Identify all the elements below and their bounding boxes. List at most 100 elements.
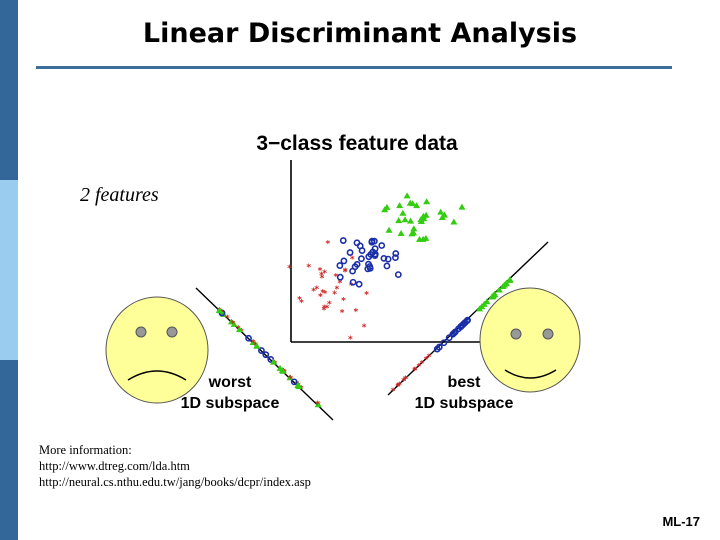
scatter-point-blue [394,271,402,279]
worst-projection-point-red: * [299,385,304,395]
sad-face [105,296,209,404]
scatter-point-blue [357,255,365,263]
scatter-point-red: * [314,285,319,295]
scatter-point-green [450,218,458,225]
worst-projection-point-green [216,307,224,314]
scatter-point-green [403,192,411,199]
scatter-point-red: * [322,306,327,316]
scatter-point-blue [349,267,356,275]
more-info-link[interactable]: http://neural.cs.nthu.edu.tw/jang/books/… [39,475,311,489]
best-projection-point-red: * [391,387,396,397]
scatter-point-blue [369,248,377,256]
worst-label-line2: 1D subspace [181,395,280,412]
scatter-point-red: * [322,304,327,314]
sidebar-segment-light [0,180,18,360]
sad-face-head [105,296,209,404]
worst-projection-point-green [276,364,284,371]
worst-projection-point-green [314,401,322,408]
scatter-point-green [458,203,466,210]
sidebar-strip [0,0,18,540]
scatter-point-green [437,208,445,215]
scatter-point-blue [353,260,361,268]
scatter-point-green [401,216,409,223]
sad-face-eye [166,326,178,338]
features-label: 2 features [80,184,159,206]
scatter-point-red: * [322,269,327,279]
scatter-point-red: * [323,290,328,300]
best-projection-point-red: * [416,363,421,373]
scatter-point-red: * [364,291,369,301]
scatter-point-red: * [318,292,323,302]
scatter-point-blue [380,254,388,262]
happy-face-head [479,287,581,393]
worst-projection-point-green [253,342,261,349]
sidebar-segment-dark [0,0,18,180]
scatter-point-red: * [327,300,332,310]
best-projection-point-green [499,282,507,289]
scatter-point-blue [336,262,344,269]
scatter-point-blue [358,247,366,254]
scatter-point-green [396,202,404,209]
scatter-point-red: * [326,239,331,249]
scatter-point-blue [392,254,399,261]
happy-face-mouth [504,369,557,379]
scatter-point-blue [378,242,386,249]
scatter-point-red: * [340,309,345,319]
worst-projection-point-blue [290,378,298,386]
happy-face-eye [510,328,522,340]
more-information: More information: http://www.dtreg.com/l… [39,442,311,490]
worst-projection-point-red: * [288,375,293,385]
best-projection-point-blue [457,322,465,330]
best-projection-point-red: * [412,367,417,377]
worst-projection-point-green [235,326,243,333]
best-label-line1: best [448,374,482,391]
scatter-point-red: * [334,285,339,295]
worst-projection-point-red: * [219,309,224,319]
scatter-point-red: * [325,304,330,314]
scatter-point-blue [383,262,391,270]
best-projection-point-red: * [401,377,406,387]
scatter-point-blue [355,280,363,288]
worst-projection-point-red: * [239,327,244,337]
happy-face-eye [542,328,554,340]
happy-face [479,287,581,393]
slide-number: ML-17 [662,514,700,529]
scatter-point-red: * [311,287,316,297]
scatter-point-red: * [297,295,302,305]
scatter-point-green [419,212,427,219]
worst-projection-point-green [294,381,302,388]
scatter-point-blue [353,239,361,247]
scatter-point-blue [340,257,348,265]
scatter-point-red: * [306,263,311,273]
best-projection-point-red: * [403,375,408,385]
best-projection-point-blue [451,328,459,336]
worst-projection-point-green [270,358,278,365]
scatter-point-red: * [349,282,354,292]
scatter-point-green [385,226,393,233]
scatter-point-red: * [332,290,337,300]
worst-projection-point-green [230,320,238,327]
best-projection-point-blue [450,329,458,337]
best-projection-point-red: * [395,383,400,393]
scatter-point-red: * [299,298,304,308]
best-projection-point-red: * [403,375,408,385]
best-projection-point-red: * [413,366,418,376]
scatter-point-red: * [287,264,292,274]
scatter-point-green [413,202,421,209]
best-projection-point-green [480,300,488,307]
scatter-point-blue [365,260,372,268]
scatter-point-green [399,209,407,216]
scatter-point-blue [339,237,347,244]
worst-projection-point-blue [262,351,270,359]
best-projection-point-green [495,286,503,293]
best-label-line2: 1D subspace [415,395,514,412]
best-projection-point-blue [445,334,453,342]
sad-face-mouth [127,370,187,381]
scatter-point-blue [336,273,344,281]
figure-title: 3−class feature data [256,132,458,155]
scatter-point-blue [346,249,354,256]
more-info-link[interactable]: http://www.dtreg.com/lda.htm [39,459,190,473]
best-projection-point-green [506,276,514,283]
best-projection-point-green [490,291,498,298]
scatter-point-red: * [348,335,353,345]
